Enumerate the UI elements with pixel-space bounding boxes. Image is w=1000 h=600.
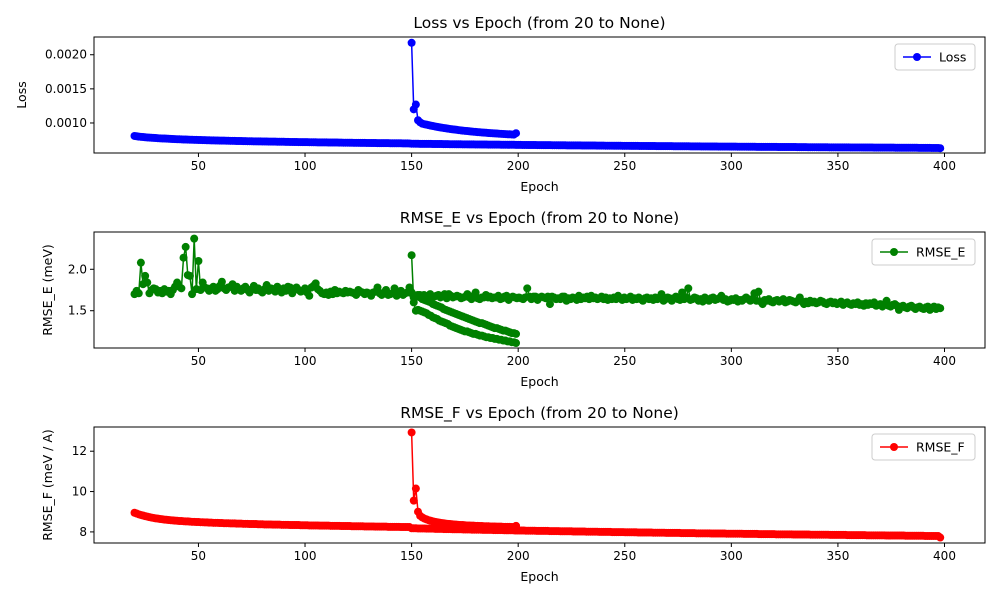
- x-tick-label: 400: [933, 354, 956, 368]
- y-axis-label: RMSE_F (meV / A): [40, 429, 55, 541]
- chart-title: RMSE_F vs Epoch (from 20 to None): [400, 404, 679, 423]
- rmse-f-chart-panel: RMSE_F vs Epoch (from 20 to None) 50 100 15…: [40, 404, 986, 584]
- x-tick-label: 200: [507, 354, 530, 368]
- data-point: [407, 38, 416, 47]
- data-point: [936, 533, 945, 542]
- x-tick-label: 100: [294, 159, 317, 173]
- data-point: [936, 144, 945, 153]
- legend-label: Loss: [939, 50, 966, 65]
- y-tick-label: 1.5: [68, 304, 87, 318]
- y-tick-label: 8: [79, 525, 87, 539]
- x-tick-label: 400: [933, 159, 956, 173]
- y-tick-label: 0.0015: [45, 82, 87, 96]
- x-tick-label: 50: [191, 549, 206, 563]
- x-tick-label: 150: [400, 549, 423, 563]
- x-axis-label: Epoch: [520, 569, 558, 584]
- data-point: [936, 304, 945, 313]
- data-point: [407, 251, 416, 260]
- x-tick-label: 400: [933, 549, 956, 563]
- legend-marker-swatch: [890, 248, 898, 256]
- legend: Loss: [894, 43, 976, 71]
- legend-marker-swatch: [890, 443, 898, 451]
- data-point: [185, 271, 194, 280]
- y-axis-label: Loss: [14, 81, 29, 108]
- data-point: [134, 289, 143, 298]
- legend-box: [871, 433, 976, 461]
- legend-box: [871, 238, 976, 266]
- data-point: [217, 277, 226, 286]
- legend-label: RMSE_F: [916, 440, 965, 455]
- data-point: [305, 291, 314, 300]
- loss-chart-panel: Loss vs Epoch (from 20 to None) 50 100 150 2…: [14, 14, 986, 194]
- data-point: [512, 339, 521, 348]
- data-point: [512, 129, 521, 138]
- data-point: [141, 271, 150, 280]
- data-point: [194, 257, 203, 265]
- data-point: [407, 428, 416, 437]
- y-tick-label: 0.0010: [45, 116, 87, 130]
- x-tick-label: 50: [191, 354, 206, 368]
- x-tick-label: 250: [613, 354, 636, 368]
- data-point: [190, 234, 199, 243]
- data-point: [409, 496, 418, 505]
- x-tick-label: 100: [294, 354, 317, 368]
- chart-title: Loss vs Epoch (from 20 to None): [413, 14, 665, 32]
- x-tick-label: 350: [826, 159, 849, 173]
- x-tick-label: 150: [400, 354, 423, 368]
- x-axis-label: Epoch: [520, 374, 558, 389]
- legend-label: RMSE_E: [916, 245, 966, 260]
- plot-frame: [93, 36, 986, 154]
- x-tick-label: 200: [507, 159, 530, 173]
- x-tick-label: 350: [826, 354, 849, 368]
- data-point: [754, 287, 763, 296]
- legend: RMSE_F: [871, 433, 976, 461]
- x-tick-label: 150: [400, 159, 423, 173]
- x-tick-label: 300: [720, 354, 743, 368]
- data-point: [684, 284, 693, 293]
- x-tick-label: 250: [613, 549, 636, 563]
- legend-box: [894, 43, 976, 71]
- y-axis-label: RMSE_E (meV): [40, 244, 55, 336]
- y-tick-label: 12: [72, 444, 87, 458]
- data-point: [411, 100, 420, 109]
- data-point: [181, 242, 190, 251]
- x-tick-label: 200: [507, 549, 530, 563]
- plot-frame: [93, 426, 986, 544]
- legend-marker-swatch: [913, 53, 921, 61]
- y-tick-label: 0.0020: [45, 48, 87, 62]
- x-tick-label: 300: [720, 159, 743, 173]
- x-tick-label: 250: [613, 159, 636, 173]
- data-point: [523, 284, 532, 293]
- rmse-e-chart-panel: RMSE_E vs Epoch (from 20 to None) 50 100 15…: [40, 209, 986, 389]
- x-tick-label: 350: [826, 549, 849, 563]
- data-point: [136, 258, 145, 267]
- data-point: [143, 278, 152, 287]
- x-axis-label: Epoch: [520, 179, 558, 194]
- x-tick-label: 100: [294, 549, 317, 563]
- plot-frame: [93, 231, 986, 349]
- x-tick-label: 50: [191, 159, 206, 173]
- x-tick-label: 300: [720, 549, 743, 563]
- data-point: [177, 284, 186, 293]
- y-tick-label: 2.0: [68, 262, 87, 276]
- legend: RMSE_E: [871, 238, 976, 266]
- data-point: [512, 329, 521, 338]
- data-point: [411, 484, 420, 493]
- y-tick-label: 10: [72, 485, 87, 499]
- data-point: [179, 253, 188, 262]
- chart-title: RMSE_E vs Epoch (from 20 to None): [400, 209, 679, 228]
- data-point: [545, 300, 554, 309]
